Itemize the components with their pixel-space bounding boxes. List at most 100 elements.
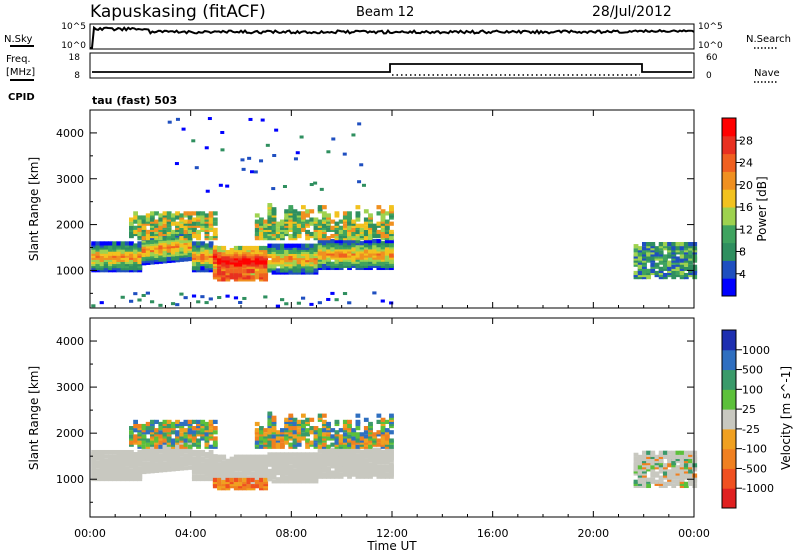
power-echo-cell bbox=[254, 227, 260, 232]
velocity-echo-cell bbox=[326, 421, 331, 427]
power-echo-cell bbox=[95, 259, 101, 265]
power-echo-cell bbox=[267, 203, 273, 208]
power-echo-cell bbox=[137, 298, 142, 302]
velocity-echo-cell bbox=[225, 458, 231, 463]
power-echo-cell bbox=[338, 219, 344, 224]
power-echo-cell bbox=[200, 247, 206, 252]
power-echo-cell bbox=[688, 260, 693, 265]
power-echo-cell bbox=[658, 260, 664, 265]
velocity-echo-cell bbox=[650, 450, 656, 455]
power-echo-cell bbox=[342, 215, 348, 220]
power-echo-cell bbox=[376, 255, 382, 260]
velocity-echo-cell bbox=[112, 449, 118, 455]
velocity-echo-cell bbox=[300, 419, 306, 425]
power-echo-cell bbox=[330, 239, 336, 244]
velocity-echo-cell bbox=[99, 464, 105, 469]
power-echo-cell bbox=[254, 245, 260, 251]
power-echo-cell bbox=[259, 269, 264, 274]
velocity-echo-cell bbox=[275, 477, 281, 482]
velocity-echo-cell bbox=[162, 432, 168, 437]
velocity-echo-cell bbox=[368, 462, 373, 467]
power-echo-cell bbox=[342, 211, 348, 216]
velocity-echo-cell bbox=[300, 432, 306, 437]
power-echo-cell bbox=[309, 183, 314, 187]
power-echo-cell bbox=[154, 227, 159, 232]
power-echo-cell bbox=[351, 133, 356, 137]
power-echo-cell bbox=[309, 221, 315, 226]
power-echo-cell bbox=[208, 241, 214, 246]
velocity-echo-cell bbox=[149, 426, 155, 431]
nsearch-label: N.Search bbox=[746, 34, 791, 45]
velocity-echo-cell bbox=[376, 419, 382, 425]
y-tick-label: 2000 bbox=[56, 427, 84, 440]
power-echo-cell bbox=[263, 223, 269, 228]
velocity-colorbar-swatch bbox=[722, 330, 736, 351]
power-echo-cell bbox=[254, 213, 260, 218]
velocity-colorbar-swatch bbox=[722, 448, 736, 469]
velocity-echo-cell bbox=[692, 473, 698, 478]
velocity-echo-cell bbox=[359, 432, 365, 437]
velocity-echo-cell bbox=[145, 426, 151, 431]
velocity-echo-cell bbox=[309, 430, 315, 435]
power-echo-cell bbox=[675, 242, 681, 247]
velocity-echo-cell bbox=[342, 419, 348, 425]
power-echo-cell bbox=[212, 231, 218, 237]
power-echo-cell bbox=[149, 217, 155, 222]
velocity-echo-cell bbox=[158, 453, 164, 459]
velocity-echo-cell bbox=[288, 464, 294, 469]
velocity-echo-cell bbox=[246, 484, 252, 489]
power-echo-cell bbox=[120, 241, 126, 246]
velocity-echo-cell bbox=[326, 447, 331, 452]
velocity-colorbar-swatch bbox=[722, 488, 736, 509]
velocity-echo-cell bbox=[646, 465, 651, 470]
power-echo-cell bbox=[191, 294, 197, 298]
velocity-echo-cell bbox=[351, 440, 357, 445]
power-echo-cell bbox=[108, 241, 113, 246]
power-echo-cell bbox=[683, 242, 689, 247]
velocity-echo-cell bbox=[263, 432, 269, 437]
velocity-echo-cell bbox=[292, 426, 298, 431]
power-echo-cell bbox=[692, 264, 698, 269]
power-echo-cell bbox=[347, 261, 352, 266]
power-echo-cell bbox=[292, 231, 298, 237]
power-echo-cell bbox=[200, 219, 206, 224]
velocity-echo-cell bbox=[334, 438, 340, 443]
velocity-echo-cell bbox=[284, 423, 289, 429]
velocity-echo-cell bbox=[141, 423, 147, 429]
velocity-echo-cell bbox=[95, 449, 101, 455]
power-echo-cell bbox=[170, 302, 176, 306]
power-echo-cell bbox=[384, 255, 390, 260]
power-echo-cell bbox=[129, 225, 134, 230]
velocity-echo-cell bbox=[688, 473, 693, 478]
power-echo-cell bbox=[158, 245, 164, 250]
velocity-echo-cell bbox=[658, 475, 664, 480]
power-colorbar-tick-label: 12 bbox=[739, 223, 753, 236]
velocity-echo-cell bbox=[254, 440, 260, 445]
velocity-colorbar-swatch bbox=[722, 468, 736, 489]
power-echo-cell bbox=[688, 250, 693, 255]
power-echo-cell bbox=[380, 231, 386, 237]
velocity-echo-cell bbox=[183, 442, 189, 447]
power-echoes bbox=[91, 117, 698, 308]
power-echo-cell bbox=[250, 170, 255, 174]
velocity-echo-cell bbox=[108, 454, 113, 459]
velocity-echo-cell bbox=[646, 450, 651, 455]
velocity-echo-cell bbox=[288, 452, 294, 457]
power-echo-cell bbox=[217, 269, 222, 274]
power-echo-cell bbox=[129, 241, 134, 246]
velocity-echo-cell bbox=[296, 436, 302, 441]
velocity-echo-cell bbox=[124, 449, 130, 455]
power-echo-cell bbox=[654, 262, 660, 267]
velocity-echo-cell bbox=[368, 421, 373, 427]
power-echo-cell bbox=[368, 213, 373, 218]
velocity-echo-cell bbox=[671, 473, 677, 478]
power-echo-cell bbox=[183, 229, 189, 235]
velocity-echo-cell bbox=[389, 430, 394, 435]
power-echo-cell bbox=[196, 221, 201, 226]
power-echo-cell bbox=[359, 163, 364, 167]
velocity-echo-cell bbox=[129, 434, 134, 439]
power-echo-cell bbox=[242, 296, 247, 300]
power-echo-cell bbox=[145, 252, 151, 257]
velocity-colorbar: 1000 500 100 25 -25 -100 -500 -1000 bbox=[721, 329, 774, 509]
power-echo-cell bbox=[275, 233, 281, 239]
